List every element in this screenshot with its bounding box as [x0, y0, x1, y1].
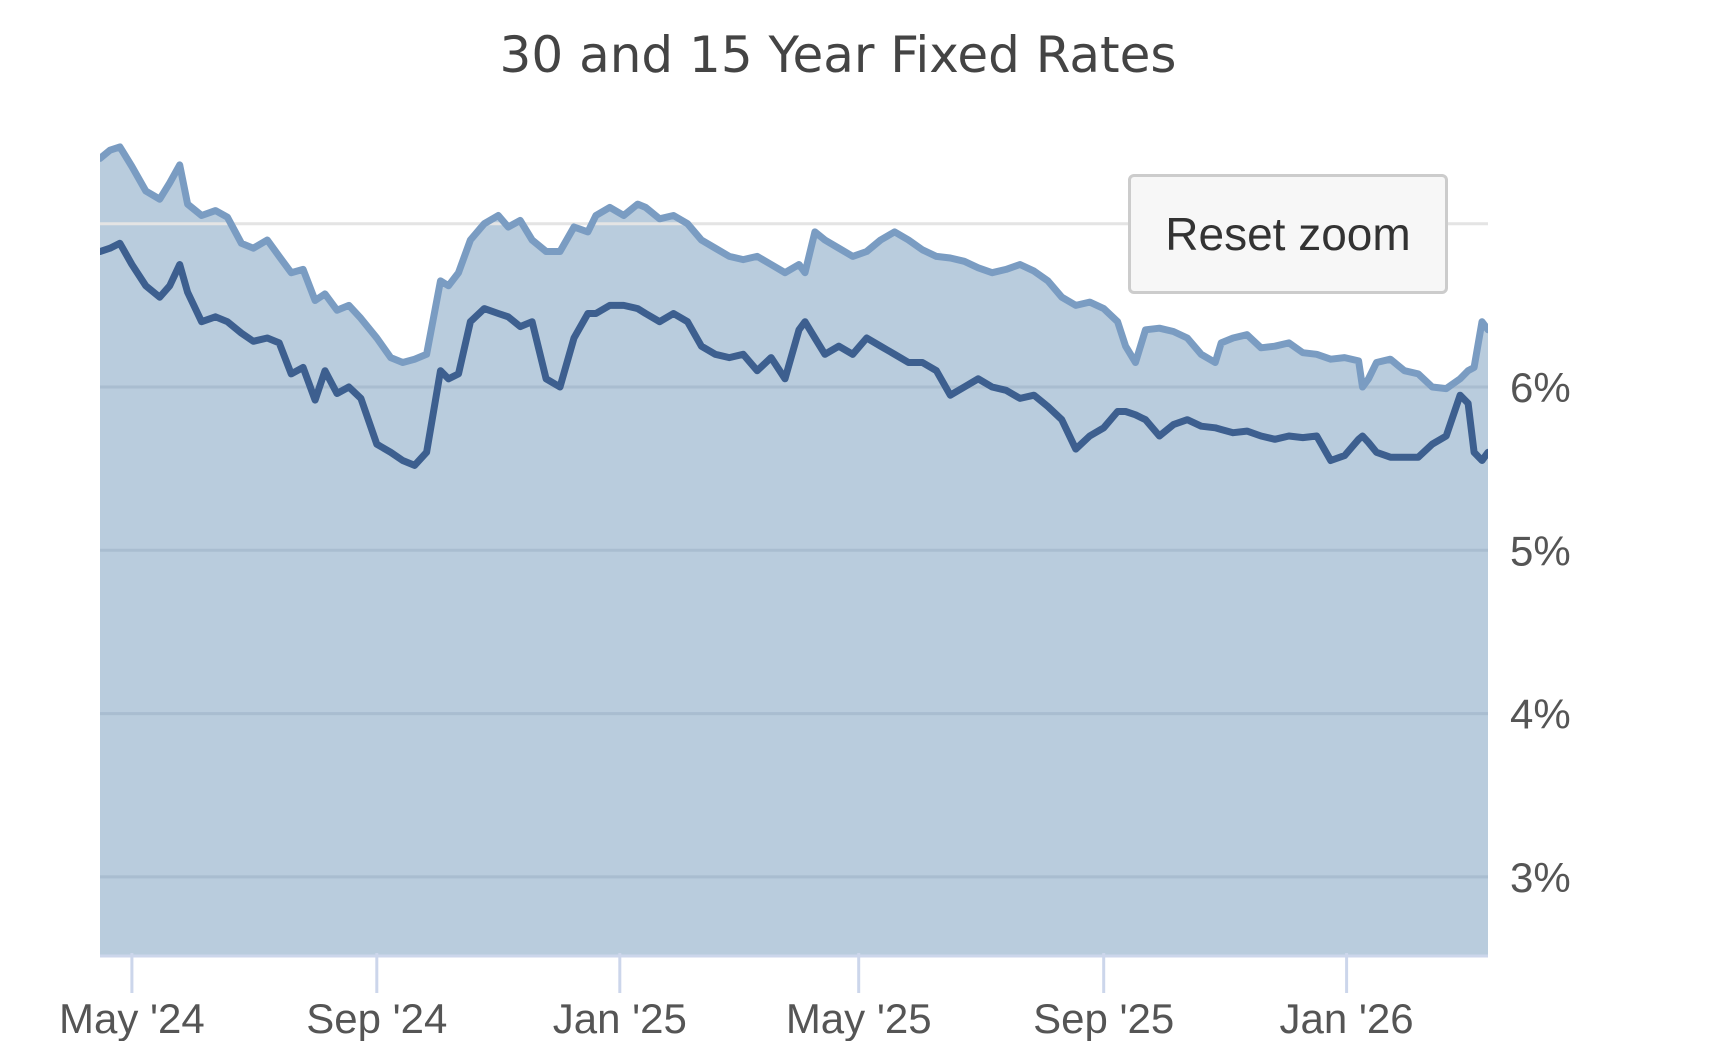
x-tick-label: Sep '25 [1033, 995, 1174, 1041]
x-axis: May '24 Sep '24 Jan '25 May '25 Sep '25 Jan '… [59, 953, 1488, 1041]
series-line-1 [100, 143, 1488, 393]
x-tick-label: Jan '25 [553, 995, 687, 1041]
series-line-2 [100, 239, 1488, 469]
y-axis: 3% 4% 5% 6% [1510, 364, 1571, 901]
y-tick-label: 6% [1510, 364, 1571, 411]
y-tick-label: 4% [1510, 691, 1571, 738]
x-tick-label: May '24 [59, 995, 205, 1041]
reset-zoom-button[interactable]: Reset zoom [1128, 174, 1448, 294]
x-tick-label: Sep '24 [306, 995, 447, 1041]
plot-area [100, 143, 1488, 955]
y-tick-label: 5% [1510, 527, 1571, 574]
chart-title: 30 and 15 Year Fixed Rates [500, 26, 1177, 84]
x-tick-label: Jan '26 [1280, 995, 1414, 1041]
x-tick-label: May '25 [786, 995, 932, 1041]
y-tick-label: 3% [1510, 854, 1571, 901]
